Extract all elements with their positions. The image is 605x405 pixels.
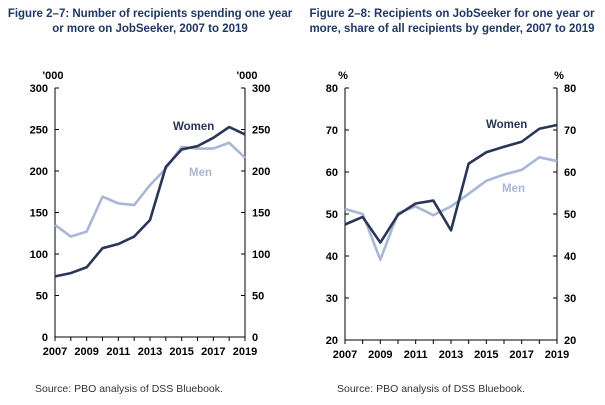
source-note: Source: PBO analysis of DSS Bluebook. (35, 383, 223, 395)
y-tick-label-left: 50 (326, 209, 338, 221)
y-tick-label-left: 70 (326, 125, 338, 137)
y-tick-label-left: 200 (30, 166, 48, 178)
x-tick-label: 2017 (201, 346, 225, 358)
y-tick-label-right: 40 (564, 251, 576, 263)
x-tick-label: 2011 (106, 346, 130, 358)
y-tick-label-left: 150 (30, 208, 48, 220)
y-tick-label-right: 0 (252, 332, 258, 344)
y-tick-label-right: 20 (564, 335, 576, 347)
y-tick-label-right: 200 (252, 166, 270, 178)
line-chart-recipients-share: % % 20 20 30 30 40 40 50 50 60 60 70 70 80 80 2007 2009 20… (326, 70, 577, 361)
y-tick-label-left: 40 (326, 251, 338, 263)
unit-label-left: % (338, 70, 348, 82)
unit-label-right: % (554, 70, 564, 82)
y-tick-label-right: 300 (252, 83, 270, 95)
x-tick-label: 2009 (368, 349, 392, 361)
chart-title: Figure 2–8: Recipients on JobSeeker for … (309, 8, 595, 35)
series-label-women: Women (173, 121, 214, 133)
series-line-men (54, 141, 246, 238)
y-tick-label-right: 80 (564, 83, 576, 95)
y-tick-label-right: 70 (564, 125, 576, 137)
source-note: Source: PBO analysis of DSS Bluebook. (337, 383, 525, 395)
y-tick-label-right: 50 (252, 291, 264, 303)
x-tick-label: 2017 (509, 349, 533, 361)
series-line-women (54, 125, 246, 278)
x-tick-label: 2007 (43, 346, 67, 358)
unit-label-right: '000 (237, 70, 258, 82)
x-tick-label: 2013 (439, 349, 463, 361)
chart-title: Figure 2–7: Number of recipients spendin… (7, 8, 293, 35)
y-tick-label-left: 100 (30, 249, 48, 261)
x-tick-label: 2019 (233, 346, 257, 358)
y-tick-label-right: 30 (564, 293, 576, 305)
x-tick-label: 2011 (404, 349, 428, 361)
x-tick-label: 2013 (138, 346, 162, 358)
y-tick-label-left: 20 (326, 335, 338, 347)
y-tick-label-left: 50 (36, 291, 48, 303)
chart-panel-left: Figure 2–7: Number of recipients spendin… (0, 0, 300, 405)
y-tick-label-right: 250 (252, 125, 270, 137)
y-tick-label-left: 250 (30, 125, 48, 137)
line-chart-recipients-number: '000 '000 0 0 50 50 100 100 150 150 200 200 250 250 30… (30, 70, 271, 358)
y-tick-label-left: 80 (326, 83, 338, 95)
series-label-men: Men (189, 167, 212, 179)
y-tick-label-left: 60 (326, 167, 338, 179)
x-tick-label: 2009 (74, 346, 98, 358)
y-tick-label-left: 300 (30, 83, 48, 95)
series-label-women: Women (486, 119, 527, 131)
chart-panel-right: Figure 2–8: Recipients on JobSeeker for … (302, 0, 602, 405)
series-line-women (344, 123, 558, 244)
y-tick-label-left: 30 (326, 293, 338, 305)
y-tick-label-right: 150 (252, 208, 270, 220)
unit-label-left: '000 (43, 70, 64, 82)
y-tick-label-right: 50 (564, 209, 576, 221)
y-tick-label-right: 60 (564, 167, 576, 179)
x-tick-label: 2015 (474, 349, 498, 361)
series-line-men (344, 156, 558, 262)
y-tick-label-right: 100 (252, 249, 270, 261)
x-tick-label: 2007 (333, 349, 357, 361)
x-tick-label: 2015 (169, 346, 193, 358)
series-label-men: Men (502, 183, 525, 195)
x-tick-label: 2019 (545, 349, 569, 361)
y-tick-label-left: 0 (42, 332, 48, 344)
